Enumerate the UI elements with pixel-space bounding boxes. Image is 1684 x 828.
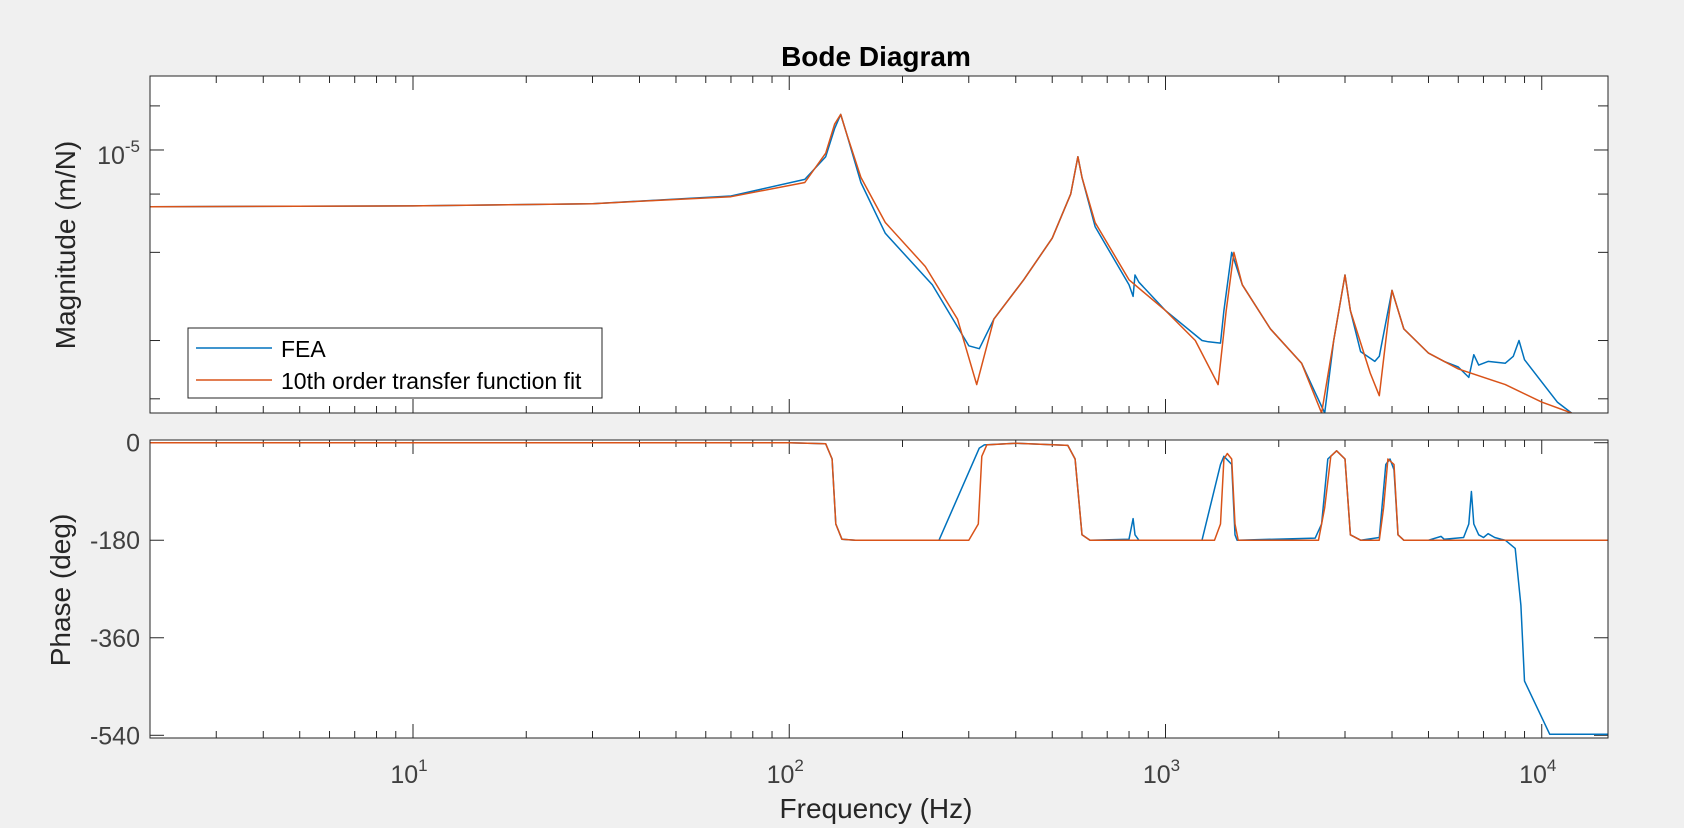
magnitude-y-tick-labels: 10-5 (97, 137, 140, 170)
legend-entry-fea: FEA (281, 336, 326, 362)
legend-box (187, 327, 603, 399)
magnitude-panel: 10-5 Magnitude (m/N) FEA 10th order tran… (50, 75, 1609, 414)
x-tick-label: 103 (1143, 756, 1180, 789)
x-tick-label: 104 (1519, 756, 1556, 789)
magnitude-series (150, 113, 1572, 413)
legend-entry-fit: 10th order transfer function fit (281, 368, 582, 394)
x-axis-label: Frequency (Hz) (780, 793, 973, 824)
chart-title: Bode Diagram (781, 41, 971, 72)
phase-y-tick-labels: 0 -180 -360 -540 (90, 430, 140, 751)
magnitude-ticks (149, 76, 1608, 413)
x-tick-label: 101 (390, 756, 427, 789)
phase-y-axis-label: Phase (deg) (45, 514, 76, 667)
x-tick-label: 102 (767, 756, 804, 789)
magnitude-line-fea (150, 113, 1572, 413)
phase-y-tick-label: -180 (90, 527, 140, 555)
phase-series (150, 441, 1608, 735)
magnitude-y-tick-label: 10-5 (97, 137, 140, 170)
phase-panel: 0 -180 -360 -540 Phase (deg) (45, 430, 1609, 751)
magnitude-y-axis-label: Magnitude (m/N) (50, 141, 81, 350)
magnitude-line-fit (150, 113, 1572, 413)
x-tick-labels: 101 102 103 104 (390, 756, 1556, 789)
phase-plot-area (150, 440, 1608, 738)
phase-y-tick-label: 0 (126, 430, 140, 458)
phase-y-tick-label: -360 (90, 625, 140, 653)
legend: FEA 10th order transfer function fit (187, 327, 603, 399)
phase-line-fit (150, 441, 1608, 541)
phase-plot-box (149, 439, 1609, 739)
magnitude-plot-box (149, 75, 1609, 414)
phase-y-tick-label: -540 (90, 722, 140, 750)
phase-ticks (149, 440, 1608, 738)
